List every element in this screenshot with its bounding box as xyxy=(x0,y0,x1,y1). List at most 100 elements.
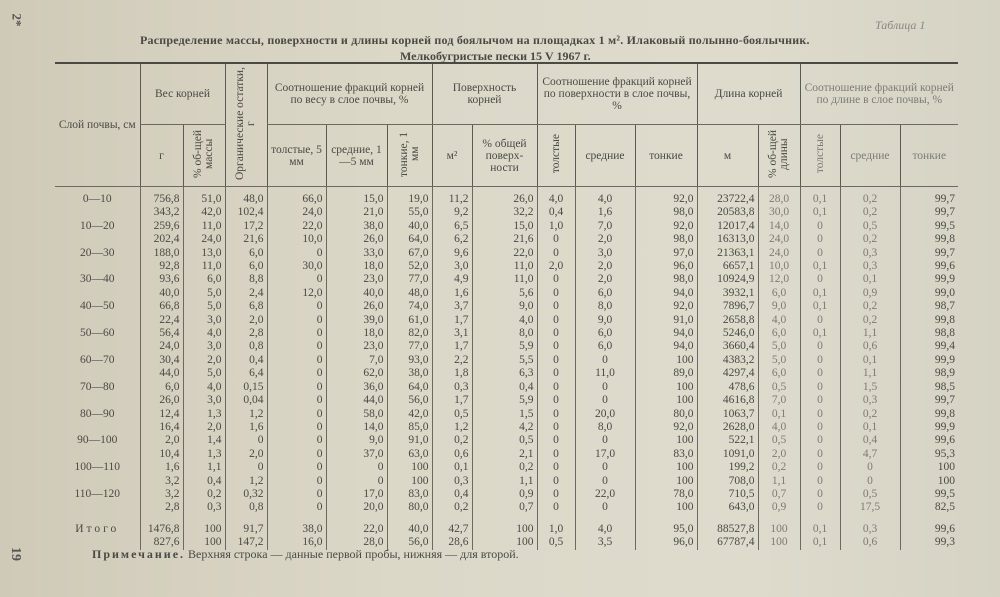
cell: 99,6 xyxy=(899,434,958,448)
cell: 100 xyxy=(899,461,958,475)
cell: 42,0 xyxy=(182,206,225,220)
table-row: 3,2 0,4 1,2 0 0 100 0,3 1,1 0 0 100 708,0 1,1 0 0 100 xyxy=(55,474,958,488)
cell: 4,0 xyxy=(471,313,537,328)
cell: 51,0 xyxy=(182,186,225,207)
cell: 22,0 xyxy=(574,487,635,502)
cell: 4,0 xyxy=(757,313,800,328)
header-layer: Слой почвы, см xyxy=(55,63,140,187)
cell: 0 xyxy=(536,474,575,488)
cell: 0,1 xyxy=(799,327,840,341)
cell: 0,5 xyxy=(536,536,575,550)
cell: 4,0 xyxy=(574,514,635,537)
cell: 100 xyxy=(386,474,432,488)
cell: 3,1 xyxy=(431,327,472,341)
cell: 56,4 xyxy=(139,327,183,341)
cell: 85,0 xyxy=(386,420,432,435)
cell: 2,8 xyxy=(224,327,267,341)
table-row: 202,4 24,0 21,6 10,0 26,0 64,0 6,2 21,6 0 2,0 98,0… xyxy=(55,233,958,247)
table-subtitle: Мелкобугристые пески 15 V 1967 г. xyxy=(400,49,591,63)
cell: 0,2 xyxy=(839,313,900,328)
cell: 100 xyxy=(634,394,697,408)
cell: 6,0 xyxy=(757,367,800,381)
layer-label xyxy=(55,260,140,273)
cell: 7,0 xyxy=(574,219,635,234)
cell: 0,1 xyxy=(839,273,900,287)
cell: 0 xyxy=(536,367,575,381)
cell: 40,0 xyxy=(325,286,387,301)
cell: 99,7 xyxy=(899,394,958,408)
cell: 2,8 xyxy=(139,501,183,515)
cell: 98,0 xyxy=(634,273,697,287)
cell: 100 xyxy=(471,514,537,537)
header-weight-pct: % об-щей массы xyxy=(182,124,225,187)
cell: 64,0 xyxy=(386,233,432,247)
cell: 1,2 xyxy=(224,407,267,421)
cell: 2,0 xyxy=(574,260,635,274)
cell: 24,0 xyxy=(266,206,326,220)
cell: 827,6 xyxy=(139,536,183,550)
cell: 0 xyxy=(266,367,326,381)
cell: 56,0 xyxy=(386,394,432,408)
cell: 99,9 xyxy=(899,353,958,368)
cell: 17,2 xyxy=(224,219,267,234)
cell: 0,9 xyxy=(839,286,900,301)
cell: 42,0 xyxy=(386,407,432,421)
cell: 147,2 xyxy=(224,536,267,550)
cell: 74,0 xyxy=(386,300,432,314)
cell: 16,4 xyxy=(139,420,183,435)
cell: 0 xyxy=(839,461,900,475)
cell: 0 xyxy=(224,461,267,475)
cell: 82,0 xyxy=(386,327,432,341)
cell: 3,7 xyxy=(431,300,472,314)
cell: 15,0 xyxy=(325,186,387,207)
cell: 0,2 xyxy=(839,206,900,220)
cell: 92,8 xyxy=(139,260,183,274)
cell: 11,0 xyxy=(182,260,225,274)
cell: 0 xyxy=(799,219,840,234)
cell: 15,0 xyxy=(471,219,537,234)
cell: 0 xyxy=(574,380,635,395)
cell: 52,0 xyxy=(386,260,432,274)
table-row: 16,4 2,0 1,6 0 14,0 85,0 1,2 4,2 0 8,0 92,0 2628,0 4… xyxy=(55,420,958,435)
cell: 0,1 xyxy=(799,186,840,207)
cell: 9,6 xyxy=(431,246,472,261)
cell: 0 xyxy=(266,340,326,354)
cell: 4,0 xyxy=(182,327,225,341)
cell: 2,0 xyxy=(139,434,183,448)
cell: 0 xyxy=(536,273,575,287)
cell: 12,4 xyxy=(139,407,183,421)
cell: 5,9 xyxy=(471,394,537,408)
cell: 199,2 xyxy=(696,461,758,475)
cell: 99,6 xyxy=(899,514,958,537)
cell: 21,6 xyxy=(471,233,537,247)
cell: 66,8 xyxy=(139,300,183,314)
table-row: 92,8 11,0 6,0 30,0 18,0 52,0 3,0 11,0 2,0 2,0 96,0… xyxy=(55,260,958,274)
cell: 0 xyxy=(536,380,575,395)
layer-label xyxy=(55,475,140,488)
layer-label: 100—110 xyxy=(74,461,121,474)
cell: 0,7 xyxy=(757,487,800,502)
cell: 99,5 xyxy=(899,487,958,502)
cell: 0 xyxy=(266,313,326,328)
layer-label xyxy=(55,394,140,407)
cell: 259,6 xyxy=(139,219,183,234)
cell: 39,0 xyxy=(325,313,387,328)
cell: 0,2 xyxy=(471,461,537,475)
cell: 4,7 xyxy=(839,447,900,462)
cell: 0,2 xyxy=(839,233,900,247)
cell: 24,0 xyxy=(757,233,800,247)
cell: 28,0 xyxy=(325,536,387,550)
cell: 1091,0 xyxy=(696,447,758,462)
cell: 0 xyxy=(574,501,635,515)
cell: 2,2 xyxy=(431,353,472,368)
layer-label: 20—30 xyxy=(80,246,115,259)
cell: 99,8 xyxy=(899,407,958,421)
cell: 0,1 xyxy=(799,260,840,274)
header-weight-g: г xyxy=(139,124,183,187)
cell: 6,4 xyxy=(224,367,267,381)
cell: 0 xyxy=(574,353,635,368)
cell: 4,9 xyxy=(431,273,472,287)
cell: 0 xyxy=(536,233,575,247)
table-row: 10—20 259,6 11,0 17,2 22,0 38,0 40,0 6,5 15,0 1,0… xyxy=(55,219,958,234)
cell: 6,0 xyxy=(182,273,225,287)
